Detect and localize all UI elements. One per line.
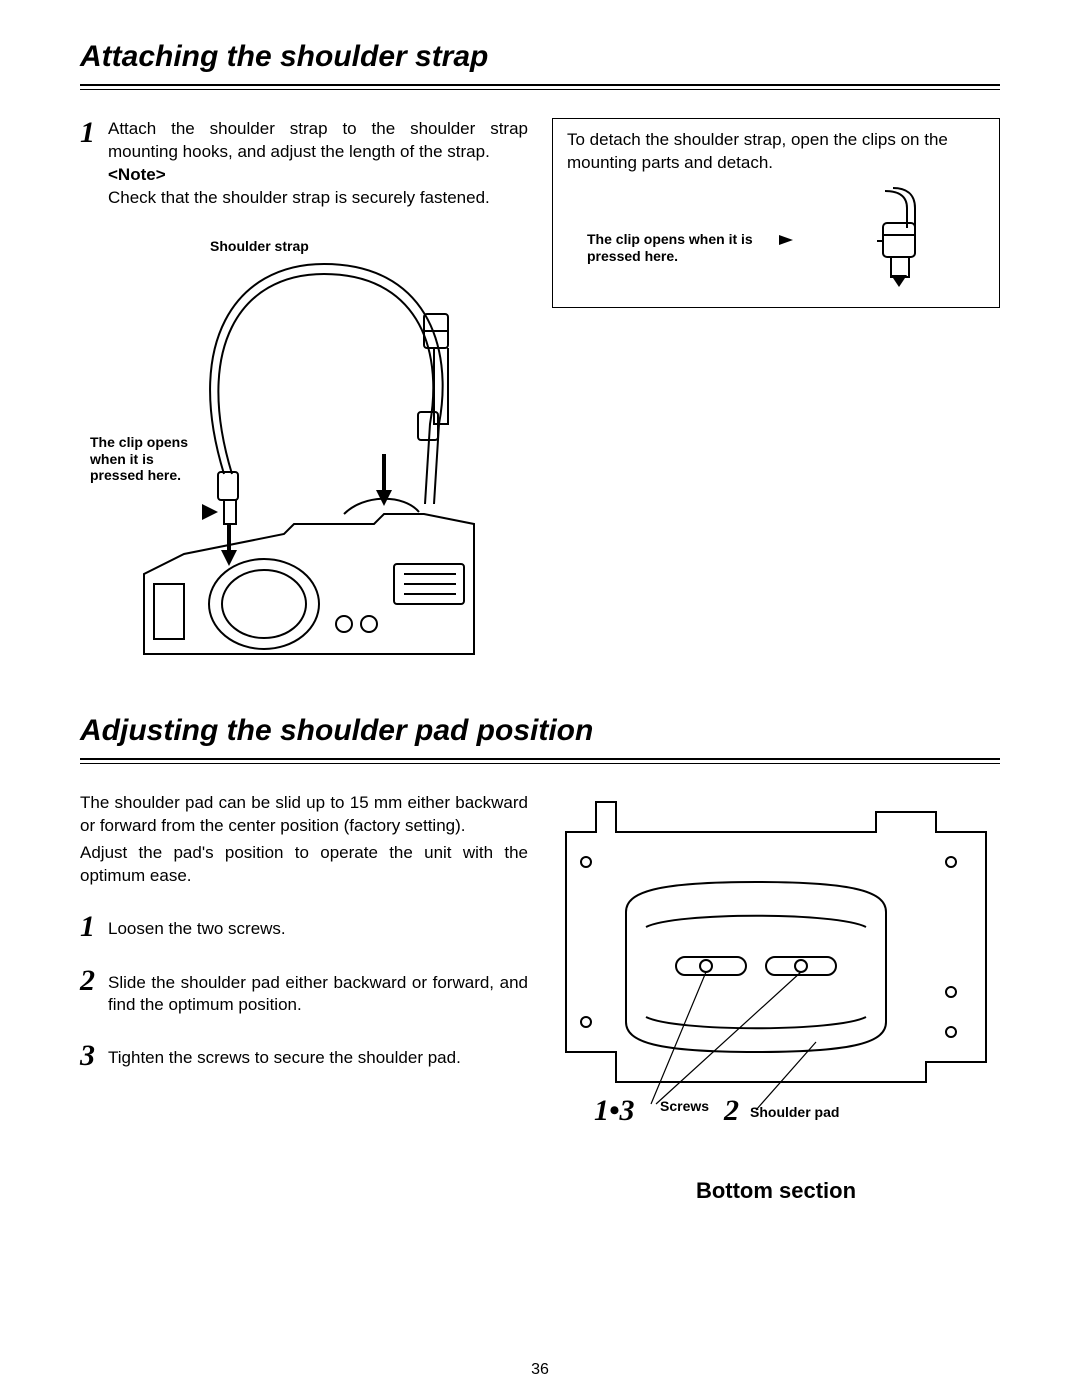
section1-left-col: 1 Attach the shoulder strap to the shoul…	[80, 118, 528, 684]
note-text: Check that the shoulder strap is securel…	[108, 188, 490, 207]
s2-step1: 1 Loosen the two screws.	[80, 912, 528, 942]
section2-rule	[80, 758, 1000, 764]
detach-text: To detach the shoulder strap, open the c…	[567, 129, 985, 175]
label-clip-opens-right: The clip opens when it is pressed here.	[587, 231, 777, 265]
step1-number: 1	[80, 118, 98, 148]
bottom-svg	[552, 792, 1000, 1132]
section2-columns: The shoulder pad can be slid up to 15 mm…	[80, 792, 1000, 1204]
section2-left-col: The shoulder pad can be slid up to 15 mm…	[80, 792, 528, 1082]
s2-step3-text: Tighten the screws to secure the shoulde…	[108, 1041, 528, 1070]
s2-step2-num: 2	[80, 966, 98, 996]
step1-body: Attach the shoulder strap to the shoulde…	[108, 118, 528, 210]
s2-step2: 2 Slide the shoulder pad either backward…	[80, 966, 528, 1018]
page-number: 36	[0, 1361, 1080, 1379]
s2-step2-text: Slide the shoulder pad either backward o…	[108, 966, 528, 1018]
bottom-section-caption: Bottom section	[552, 1178, 1000, 1204]
section2-intro2: Adjust the pad's position to operate the…	[80, 842, 528, 888]
s2-step1-num: 1	[80, 912, 98, 942]
clip-svg	[835, 183, 955, 293]
note-label: <Note>	[108, 165, 166, 184]
figure-bottom-section: 1•3 Screws 2 Shoulder pad	[552, 792, 1000, 1172]
clip-illustration: The clip opens when it is pressed here.	[567, 183, 985, 293]
fig2-pad-num: 2	[724, 1094, 739, 1128]
step1-text: Attach the shoulder strap to the shoulde…	[108, 119, 528, 161]
section1-heading: Attaching the shoulder strap	[80, 40, 1000, 80]
label-shoulder-strap: Shoulder strap	[210, 238, 309, 255]
s2-step3-num: 3	[80, 1041, 98, 1071]
fig2-screws-num: 1•3	[594, 1094, 635, 1128]
section1-columns: 1 Attach the shoulder strap to the shoul…	[80, 118, 1000, 684]
section2-right-col: 1•3 Screws 2 Shoulder pad Bottom section	[552, 792, 1000, 1204]
figure-camera-strap: Shoulder strap The clip opens when it is…	[80, 224, 528, 684]
section1-right-col: To detach the shoulder strap, open the c…	[552, 118, 1000, 308]
s2-step1-text: Loosen the two screws.	[108, 912, 528, 941]
fig2-screws-label: Screws	[660, 1098, 709, 1114]
detach-box: To detach the shoulder strap, open the c…	[552, 118, 1000, 308]
s2-step3: 3 Tighten the screws to secure the shoul…	[80, 1041, 528, 1071]
section1-step1: 1 Attach the shoulder strap to the shoul…	[80, 118, 528, 210]
label-clip-opens-left: The clip opens when it is pressed here.	[90, 434, 200, 484]
section2-heading: Adjusting the shoulder pad position	[80, 714, 1000, 754]
fig2-pad-label: Shoulder pad	[750, 1104, 839, 1120]
section1-rule	[80, 84, 1000, 90]
arrow-right-icon	[779, 235, 793, 245]
section2-intro1: The shoulder pad can be slid up to 15 mm…	[80, 792, 528, 838]
